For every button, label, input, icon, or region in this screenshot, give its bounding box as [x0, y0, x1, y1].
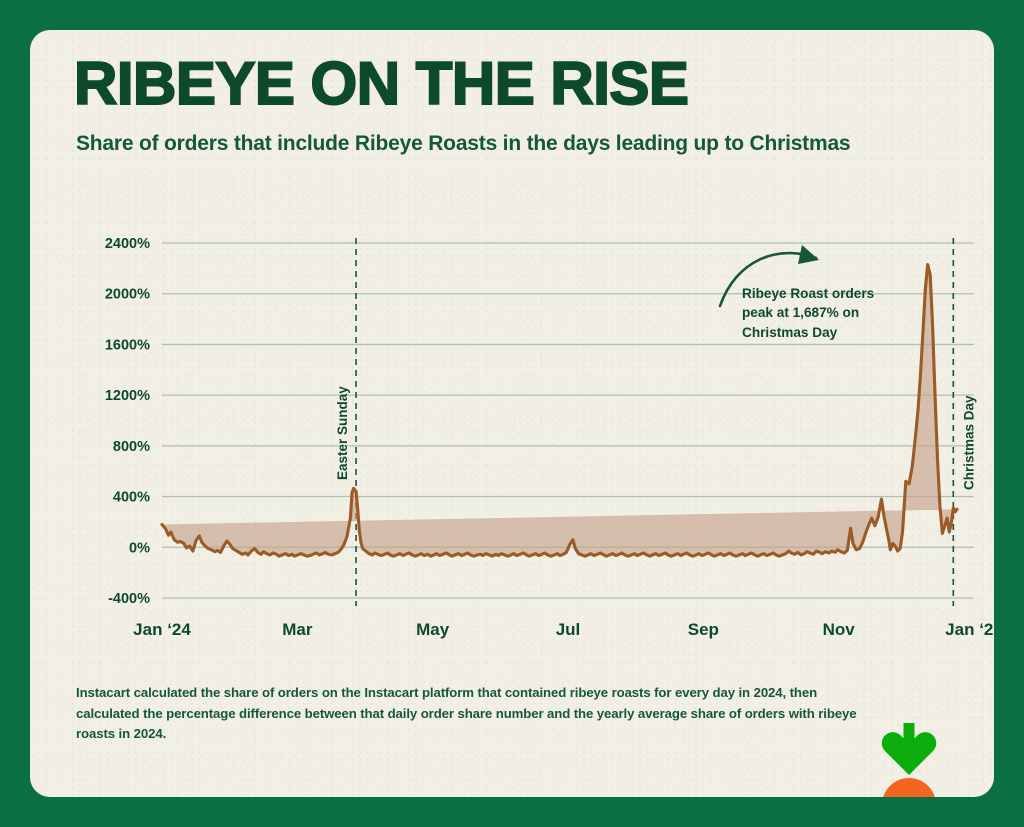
y-axis-tick-label: 800% [113, 439, 150, 455]
data-line [160, 263, 959, 558]
y-axis-tick-label: 400% [113, 490, 150, 506]
ribeye-share-area-chart: -400% 0% 400% 800% 1200% 1600% 2000% 2400% Jan … [105, 236, 994, 639]
page-title: RIBEYE ON THE RISE [73, 50, 690, 117]
x-axis-tick-label: Sep [688, 620, 719, 639]
x-axis-tick-label: May [416, 620, 450, 639]
instacart-carrot-logo [881, 723, 937, 797]
carrot-body-icon [883, 778, 935, 797]
peak-annotation-value: 1,687% [792, 305, 839, 321]
x-axis-tick-labels: Jan ‘24 Mar May Jul Sep Nov Jan ‘25 [133, 620, 994, 639]
peak-annotation-line3: Christmas Day [742, 324, 838, 340]
event-marker-label: Christmas Day [961, 395, 976, 490]
x-axis-tick-label: Jan ‘25 [945, 620, 994, 639]
peak-annotation-line2-pre: peak at [742, 305, 793, 321]
x-axis-tick-label: Jan ‘24 [133, 620, 191, 639]
infographic-card: RIBEYE ON THE RISE Share of orders that … [30, 30, 994, 797]
peak-annotation-line2-post: on [838, 305, 860, 321]
y-axis-tick-label: 0% [129, 540, 150, 556]
y-axis-tick-label: 2400% [105, 236, 150, 252]
carrot-leaf-icon [881, 723, 937, 775]
arrowhead-icon [798, 245, 819, 264]
y-axis-tick-label: -400% [108, 591, 150, 607]
y-axis-tick-label: 1600% [105, 337, 150, 353]
y-axis-tick-labels: -400% 0% 400% 800% 1200% 1600% 2000% 2400% [105, 236, 150, 607]
peak-annotation-line1: Ribeye Roast orders [742, 286, 875, 301]
chart-container: -400% 0% 400% 800% 1200% 1600% 2000% 2400% Jan … [30, 190, 994, 710]
event-marker-label: Easter Sunday [335, 386, 350, 480]
event-marker-lines: Easter Sunday Christmas Day [335, 238, 976, 606]
y-axis-tick-label: 1200% [105, 388, 150, 404]
y-axis-tick-label: 2000% [105, 287, 150, 303]
page-subtitle: Share of orders that include Ribeye Roas… [76, 132, 851, 155]
peak-annotation: Ribeye Roast orders peak at 1,687% on Ch… [742, 284, 917, 342]
x-axis-tick-label: Mar [282, 620, 313, 639]
x-axis-tick-label: Nov [823, 620, 856, 639]
footnote-text: Instacart calculated the share of orders… [76, 685, 857, 742]
x-axis-tick-label: Jul [556, 620, 581, 639]
area-fill [162, 264, 957, 557]
